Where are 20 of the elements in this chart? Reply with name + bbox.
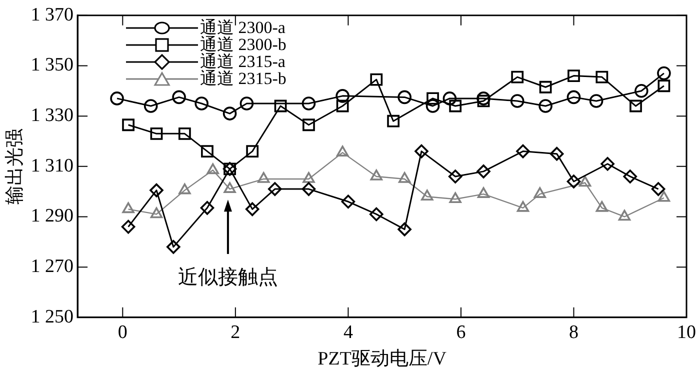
y-tick-label: 1 370 [30, 4, 74, 26]
y-tick-label: 1 350 [30, 54, 74, 76]
legend-label: 通道 2315-b [200, 69, 286, 88]
legend-label: 通道 2315-a [200, 52, 286, 71]
x-tick-label: 10 [677, 322, 696, 343]
x-tick-label: 8 [568, 322, 578, 343]
legend-label: 通道 2300-a [200, 18, 286, 37]
x-tick-label: 6 [456, 322, 466, 343]
legend-label: 通道 2300-b [200, 35, 286, 54]
y-tick-label: 1 270 [30, 256, 74, 278]
x-tick-label: 0 [118, 322, 128, 343]
y-tick-label: 1 250 [30, 306, 74, 328]
y-tick-label: 1 310 [30, 155, 74, 176]
y-tick-label: 1 290 [30, 206, 74, 227]
y-tick-label: 1 330 [30, 105, 74, 126]
annotation: 近似接触点 [178, 266, 278, 288]
x-tick-label: 2 [230, 322, 240, 343]
x-tick-label: 4 [343, 322, 354, 343]
y-axis-title: 输出光强 [4, 128, 26, 204]
x-axis-title: PZT驱动电压/V [318, 348, 447, 370]
